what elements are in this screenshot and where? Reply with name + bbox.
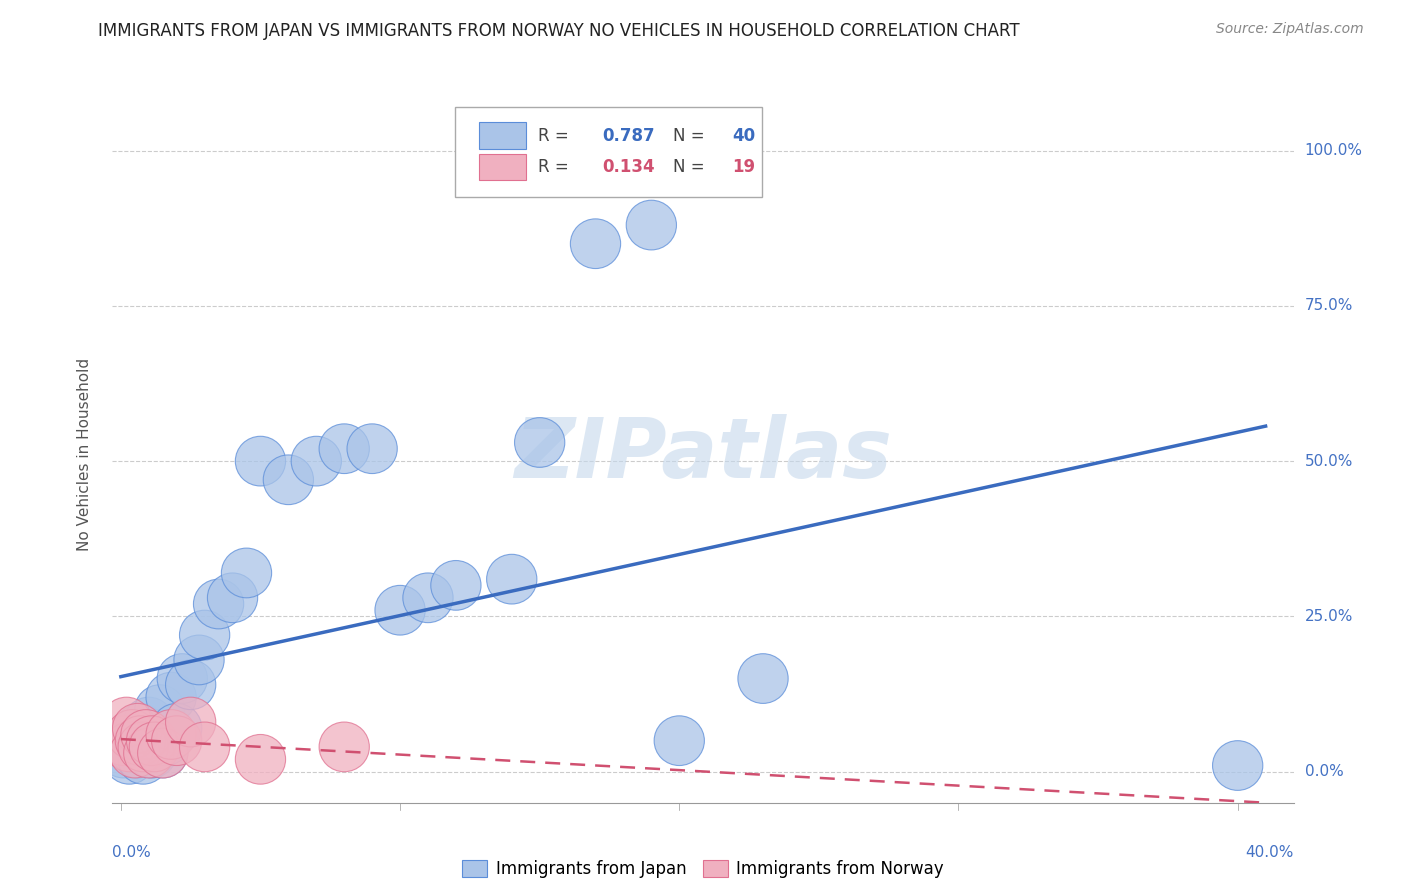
Text: N =: N = — [673, 158, 710, 176]
Ellipse shape — [180, 722, 229, 772]
Text: 75.0%: 75.0% — [1305, 298, 1353, 313]
Text: 40.0%: 40.0% — [1246, 845, 1294, 860]
Ellipse shape — [110, 728, 160, 778]
FancyBboxPatch shape — [478, 153, 526, 180]
Ellipse shape — [107, 722, 157, 772]
Ellipse shape — [118, 722, 169, 772]
FancyBboxPatch shape — [456, 107, 762, 197]
Ellipse shape — [115, 704, 166, 753]
Text: ZIPatlas: ZIPatlas — [515, 415, 891, 495]
Ellipse shape — [174, 635, 224, 685]
Ellipse shape — [194, 579, 243, 629]
Ellipse shape — [127, 728, 177, 778]
Text: R =: R = — [537, 127, 574, 145]
Ellipse shape — [486, 554, 537, 604]
Ellipse shape — [319, 424, 370, 474]
Ellipse shape — [235, 436, 285, 486]
Text: 0.0%: 0.0% — [1305, 764, 1343, 780]
Ellipse shape — [430, 560, 481, 610]
Ellipse shape — [124, 698, 174, 747]
Ellipse shape — [319, 722, 370, 772]
Ellipse shape — [738, 654, 789, 704]
Ellipse shape — [141, 715, 191, 765]
Ellipse shape — [98, 715, 149, 765]
Ellipse shape — [235, 734, 285, 784]
Ellipse shape — [101, 698, 152, 747]
Ellipse shape — [404, 573, 453, 623]
Ellipse shape — [515, 417, 565, 467]
Ellipse shape — [263, 455, 314, 505]
Ellipse shape — [626, 200, 676, 250]
Text: 100.0%: 100.0% — [1305, 143, 1362, 158]
Ellipse shape — [112, 728, 163, 778]
Ellipse shape — [118, 734, 169, 784]
Ellipse shape — [152, 704, 202, 753]
Ellipse shape — [104, 722, 155, 772]
Ellipse shape — [121, 710, 172, 759]
Ellipse shape — [132, 722, 183, 772]
Ellipse shape — [101, 715, 152, 765]
Ellipse shape — [121, 715, 172, 765]
Text: Source: ZipAtlas.com: Source: ZipAtlas.com — [1216, 22, 1364, 37]
Ellipse shape — [166, 660, 215, 710]
Ellipse shape — [221, 548, 271, 598]
Text: 0.134: 0.134 — [603, 158, 655, 176]
Ellipse shape — [571, 219, 620, 268]
Ellipse shape — [146, 673, 197, 722]
Ellipse shape — [104, 734, 155, 784]
Ellipse shape — [110, 710, 160, 759]
Text: 25.0%: 25.0% — [1305, 609, 1353, 624]
Ellipse shape — [654, 715, 704, 765]
Text: R =: R = — [537, 158, 574, 176]
Ellipse shape — [180, 610, 229, 660]
Ellipse shape — [157, 654, 208, 704]
Ellipse shape — [115, 715, 166, 765]
Ellipse shape — [166, 698, 215, 747]
FancyBboxPatch shape — [478, 122, 526, 149]
Text: 40: 40 — [733, 127, 755, 145]
Ellipse shape — [138, 728, 188, 778]
Ellipse shape — [107, 710, 157, 759]
Ellipse shape — [347, 424, 398, 474]
Ellipse shape — [291, 436, 342, 486]
Ellipse shape — [135, 685, 186, 734]
Ellipse shape — [112, 704, 163, 753]
Ellipse shape — [138, 728, 188, 778]
Ellipse shape — [152, 715, 202, 765]
Text: N =: N = — [673, 127, 710, 145]
Ellipse shape — [375, 585, 425, 635]
Legend: Immigrants from Japan, Immigrants from Norway: Immigrants from Japan, Immigrants from N… — [456, 854, 950, 885]
Text: IMMIGRANTS FROM JAPAN VS IMMIGRANTS FROM NORWAY NO VEHICLES IN HOUSEHOLD CORRELA: IMMIGRANTS FROM JAPAN VS IMMIGRANTS FROM… — [98, 22, 1019, 40]
Ellipse shape — [127, 715, 177, 765]
Text: 19: 19 — [733, 158, 755, 176]
Y-axis label: No Vehicles in Household: No Vehicles in Household — [77, 359, 91, 551]
Ellipse shape — [124, 728, 174, 778]
Ellipse shape — [129, 710, 180, 759]
Text: 0.787: 0.787 — [603, 127, 655, 145]
Ellipse shape — [98, 728, 149, 778]
Ellipse shape — [208, 573, 257, 623]
Ellipse shape — [146, 710, 197, 759]
Text: 50.0%: 50.0% — [1305, 454, 1353, 468]
Ellipse shape — [129, 722, 180, 772]
Ellipse shape — [1212, 740, 1263, 790]
Text: 0.0%: 0.0% — [112, 845, 152, 860]
